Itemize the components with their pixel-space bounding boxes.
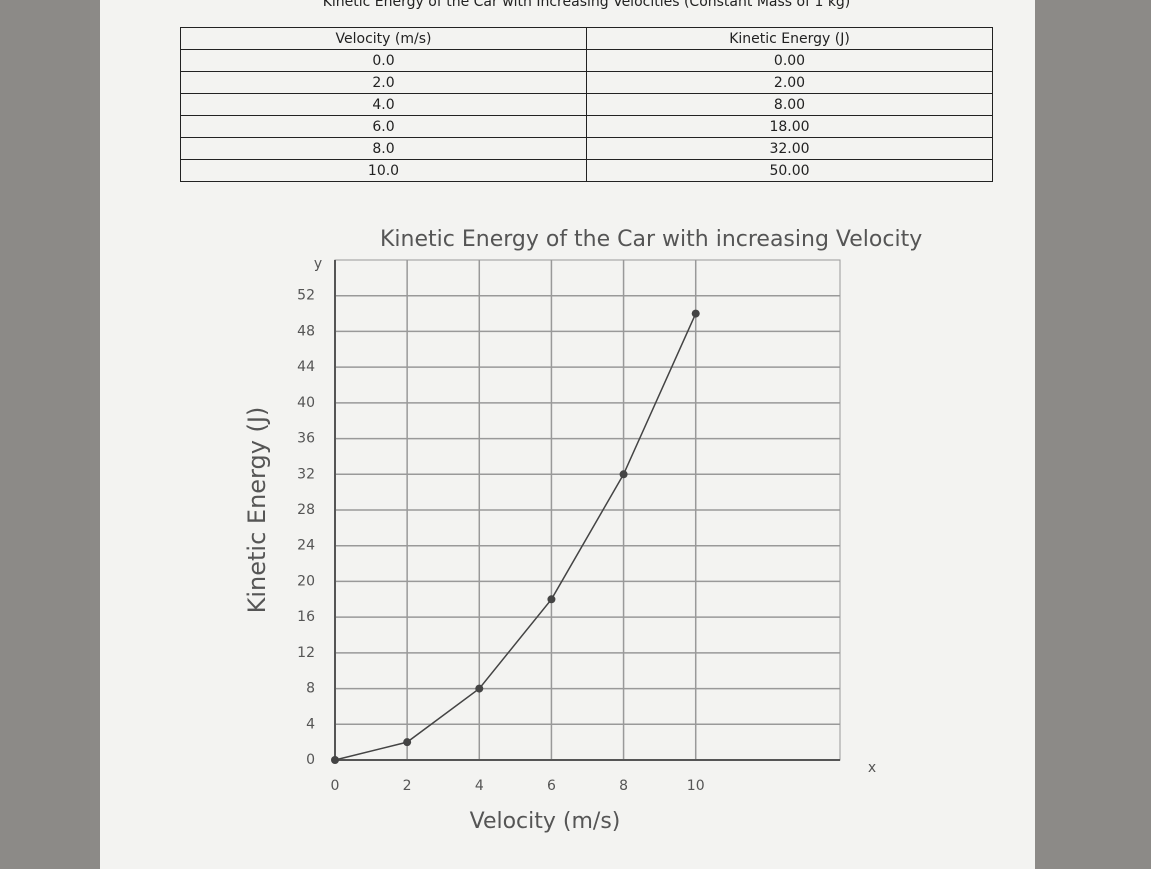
x-tick-label: 6 — [547, 778, 556, 794]
data-point — [692, 310, 700, 318]
y-tick-label: 36 — [297, 431, 315, 447]
y-tick-label: 8 — [306, 681, 315, 697]
y-tick-label: 0 — [306, 752, 315, 768]
y-tick-label: 16 — [297, 609, 315, 625]
x-axis-letter: x — [868, 760, 876, 776]
y-tick-label: 52 — [297, 288, 315, 304]
x-tick-label: 10 — [687, 778, 705, 794]
x-tick-label: 0 — [331, 778, 340, 794]
y-tick-label: 12 — [297, 645, 315, 661]
y-tick-label: 4 — [306, 716, 315, 732]
data-point — [620, 470, 628, 478]
page: Kinetic Energy of the Car with Increasin… — [0, 0, 1151, 869]
y-tick-label: 44 — [297, 359, 315, 375]
x-tick-label: 2 — [403, 778, 412, 794]
y-axis-letter: y — [314, 256, 322, 272]
y-tick-label: 32 — [297, 466, 315, 482]
y-axis-label: Kinetic Energy (J) — [243, 407, 271, 614]
data-line — [335, 314, 696, 760]
x-axis-label: Velocity (m/s) — [470, 809, 621, 834]
x-tick-label: 4 — [475, 778, 484, 794]
y-tick-label: 28 — [297, 502, 315, 518]
data-point — [475, 685, 483, 693]
x-tick-label: 8 — [619, 778, 628, 794]
chart-title: Kinetic Energy of the Car with increasin… — [380, 227, 922, 252]
y-tick-label: 48 — [297, 323, 315, 339]
data-point — [331, 756, 339, 764]
chart: Kinetic Energy of the Car with increasin… — [0, 0, 1151, 869]
y-tick-label: 20 — [297, 573, 315, 589]
data-point — [547, 595, 555, 603]
y-tick-label: 40 — [297, 395, 315, 411]
data-point — [403, 738, 411, 746]
y-tick-label: 24 — [297, 538, 315, 554]
